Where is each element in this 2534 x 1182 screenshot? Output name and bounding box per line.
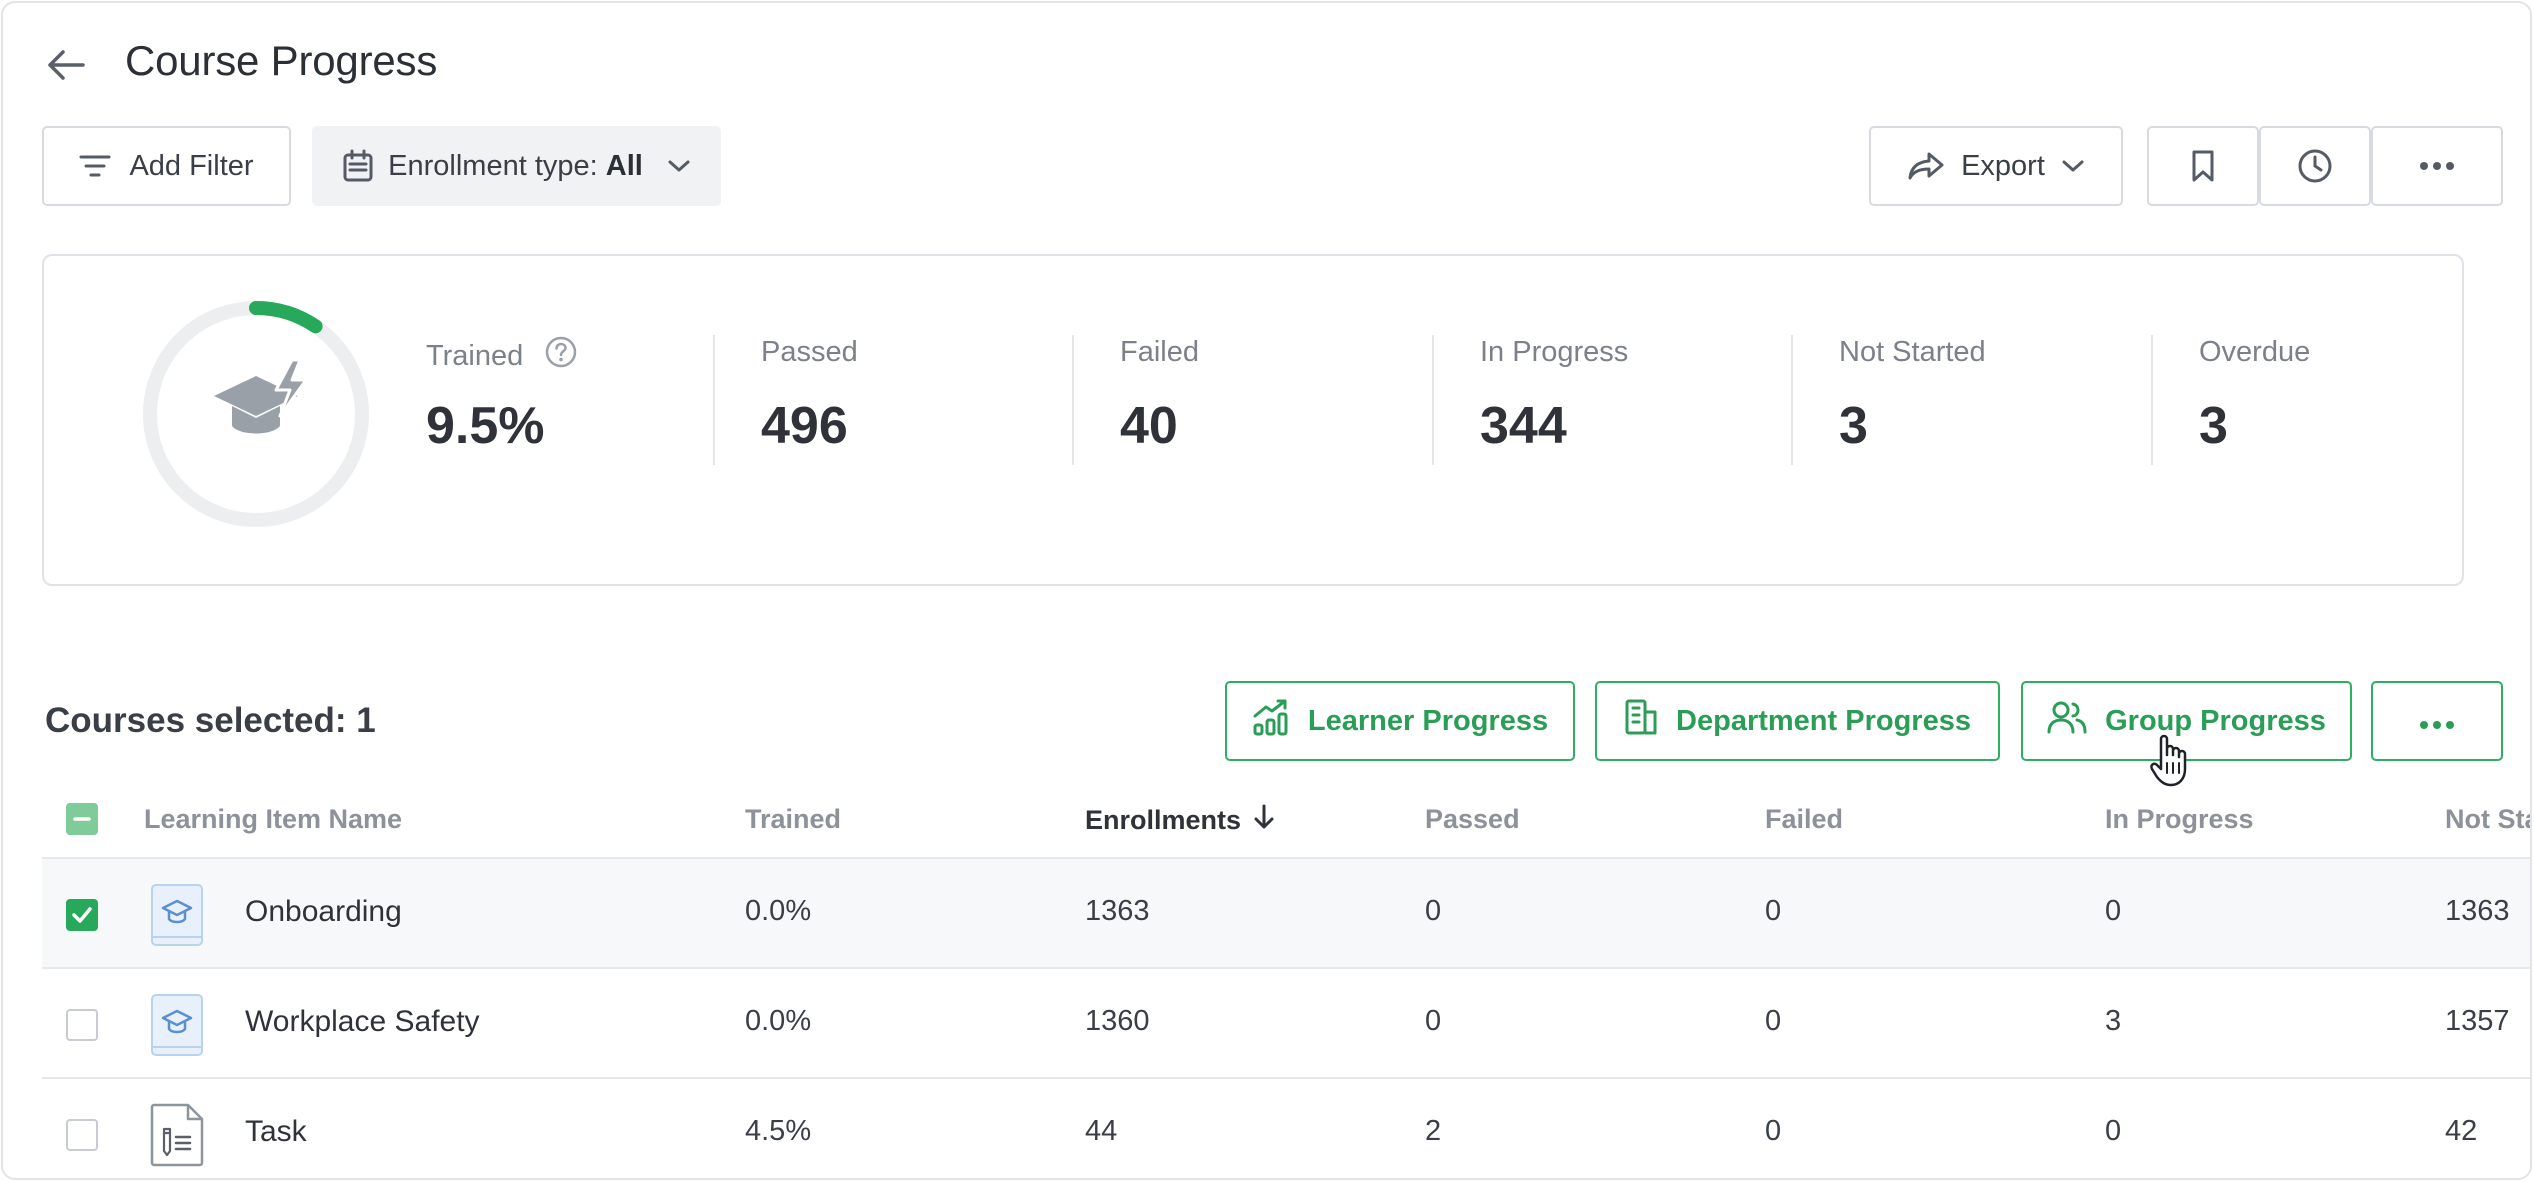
cell-not-started: 1357 (2445, 1005, 2510, 1037)
graduation-cap-icon (214, 358, 308, 434)
more-reports-button[interactable] (2371, 681, 2503, 761)
table-header: Learning Item Name Trained Enrollments P… (42, 779, 2532, 859)
stat-label: Failed (1120, 336, 1199, 368)
cell-failed: 0 (1765, 1115, 1782, 1147)
group-progress-button[interactable]: Group Progress (2021, 681, 2352, 761)
cell-in-progress: 3 (2105, 1005, 2122, 1037)
chevron-down-icon (667, 158, 691, 174)
cell-in-progress: 0 (2105, 1115, 2122, 1147)
stat-divider (1072, 335, 1074, 465)
stat-label-text: Trained (426, 339, 524, 372)
table-row[interactable]: Workplace Safety 0.0% 1360 0 0 3 1357 (42, 969, 2530, 1079)
add-filter-label: Add Filter (129, 149, 254, 182)
cell-enrollments: 1360 (1085, 1005, 1150, 1037)
learner-progress-button[interactable]: Learner Progress (1225, 681, 1575, 761)
cell-passed: 0 (1425, 895, 1442, 927)
stat-label: Trained (426, 336, 577, 376)
add-filter-button[interactable]: Add Filter (42, 126, 291, 206)
learner-progress-label: Learner Progress (1307, 704, 1549, 737)
share-arrow-icon (1907, 151, 1945, 181)
learning-item-name[interactable]: Onboarding (245, 895, 402, 928)
more-options-button[interactable] (2371, 126, 2503, 206)
ellipsis-icon (2419, 705, 2455, 738)
table-row[interactable]: Task 4.5% 44 2 0 0 42 (42, 1079, 2530, 1178)
department-progress-button[interactable]: Department Progress (1595, 681, 2000, 761)
ellipsis-icon (2419, 161, 2455, 171)
enrollment-type-label: Enrollment type: All (388, 150, 643, 183)
export-label: Export (1961, 149, 2045, 182)
stat-divider (713, 335, 715, 465)
row-checkbox[interactable] (66, 899, 98, 931)
group-progress-label: Group Progress (2105, 704, 2326, 737)
bookmark-icon (2190, 149, 2216, 183)
sort-descending-arrow-icon (1253, 804, 1275, 837)
cell-not-started: 42 (2445, 1115, 2478, 1147)
stat-label: Passed (761, 336, 858, 368)
chevron-down-icon (2061, 158, 2085, 174)
cell-failed: 0 (1765, 1005, 1782, 1037)
help-circle-icon[interactable] (545, 336, 577, 376)
department-progress-label: Department Progress (1676, 704, 1971, 737)
course-icon (150, 883, 204, 947)
cell-passed: 2 (1425, 1115, 1442, 1147)
cell-trained: 0.0% (745, 895, 812, 927)
column-header-trained[interactable]: Trained (745, 804, 842, 834)
enrollment-type-value: All (605, 149, 643, 182)
users-icon (2047, 700, 2087, 742)
select-all-checkbox[interactable] (66, 803, 98, 835)
stat-value: 40 (1120, 397, 1178, 455)
course-icon (150, 993, 204, 1057)
page-title: Course Progress (125, 37, 438, 84)
row-checkbox[interactable] (66, 1009, 98, 1041)
stat-label: Overdue (2199, 336, 2311, 368)
task-icon (150, 1103, 204, 1167)
export-button[interactable]: Export (1869, 126, 2123, 206)
courses-selected-count: Courses selected: 1 (45, 701, 376, 740)
cell-enrollments: 44 (1085, 1115, 1118, 1147)
trained-progress-ring (140, 298, 372, 530)
cell-in-progress: 0 (2105, 895, 2122, 927)
column-header-not-started[interactable]: Not Sta (2445, 804, 2532, 834)
calendar-icon (342, 149, 374, 183)
enrollment-type-dropdown[interactable]: Enrollment type: All (312, 126, 721, 206)
column-header-enrollments-label: Enrollments (1085, 805, 1242, 835)
stat-value: 496 (761, 397, 848, 455)
stat-value: 3 (1839, 397, 1868, 455)
stats-summary-card: Trained 9.5% Passed 496 Failed 40 In Pro… (42, 254, 2464, 586)
cell-failed: 0 (1765, 895, 1782, 927)
table-row[interactable]: Onboarding 0.0% 1363 0 0 0 1363 (42, 859, 2530, 969)
column-header-in-progress[interactable]: In Progress (2105, 804, 2254, 834)
learning-item-name[interactable]: Workplace Safety (245, 1005, 480, 1038)
cell-trained: 0.0% (745, 1005, 812, 1037)
stat-label: In Progress (1480, 336, 1629, 368)
building-icon (1624, 698, 1658, 744)
stat-value: 9.5% (426, 397, 545, 455)
stat-divider (1791, 335, 1793, 465)
enrollment-type-prefix: Enrollment type: (388, 149, 606, 182)
history-button[interactable] (2259, 126, 2371, 206)
column-header-enrollments[interactable]: Enrollments (1085, 804, 1275, 837)
row-checkbox[interactable] (66, 1119, 98, 1151)
learning-item-name[interactable]: Task (245, 1115, 307, 1148)
back-arrow-icon[interactable] (45, 47, 85, 83)
stat-divider (1432, 335, 1434, 465)
stat-value: 3 (2199, 397, 2228, 455)
bookmark-button[interactable] (2147, 126, 2259, 206)
column-header-failed[interactable]: Failed (1765, 804, 1844, 834)
bar-chart-trend-icon (1252, 698, 1290, 744)
column-header-passed[interactable]: Passed (1425, 804, 1520, 834)
stat-label: Not Started (1839, 336, 1986, 368)
cell-trained: 4.5% (745, 1115, 812, 1147)
cell-not-started: 1363 (2445, 895, 2510, 927)
cell-enrollments: 1363 (1085, 895, 1150, 927)
filter-lines-icon (79, 153, 111, 179)
cell-passed: 0 (1425, 1005, 1442, 1037)
clock-icon (2296, 147, 2334, 185)
stat-value: 344 (1480, 397, 1567, 455)
stat-divider (2151, 335, 2153, 465)
column-header-name[interactable]: Learning Item Name (144, 804, 403, 834)
